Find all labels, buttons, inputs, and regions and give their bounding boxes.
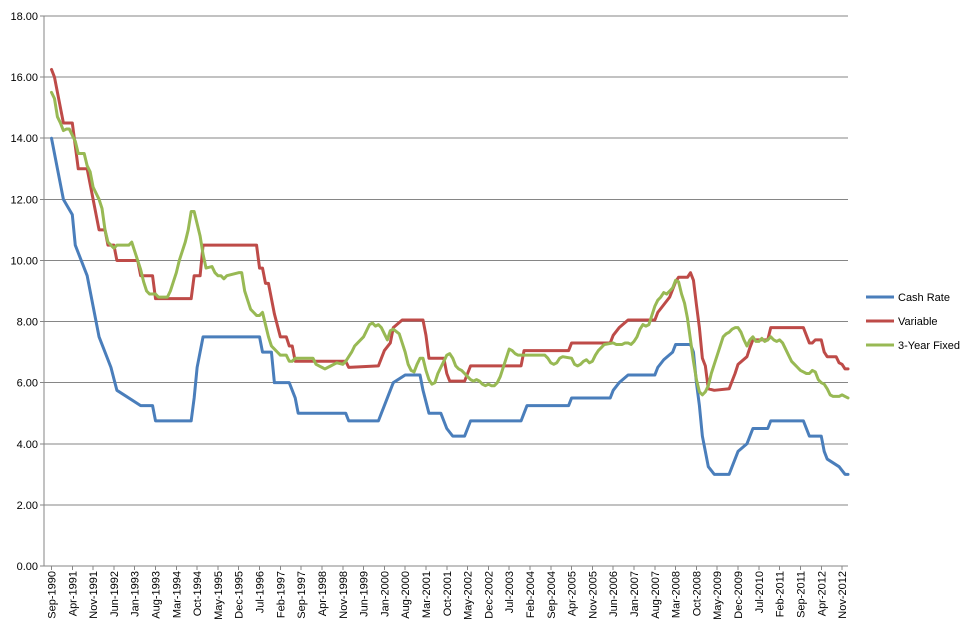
x-tick-label: Aug-2007: [650, 571, 662, 619]
x-tick-label: Nov-1998: [338, 571, 350, 619]
x-tick-label: May-2002: [463, 571, 475, 620]
x-tick-label: Aug-1993: [151, 571, 163, 619]
x-tick-label: Oct-2001: [442, 571, 454, 616]
x-tick-label: Jun-1992: [109, 571, 121, 617]
x-tick-label: Apr-1998: [317, 571, 329, 616]
x-tick-label: Sep-2004: [546, 571, 558, 619]
x-tick-label: Jul-1996: [255, 571, 267, 613]
x-tick-label: Oct-2008: [691, 571, 703, 616]
legend-label-3-year-fixed: 3-Year Fixed: [898, 340, 960, 352]
x-tick-label: Jun-1999: [359, 571, 371, 617]
x-tick-label: Nov-1991: [88, 571, 100, 619]
y-axis: 0.00 2.00 4.00 6.00 8.00 10.00 12.00 14.00 16.00…: [10, 11, 45, 573]
x-axis: Sep-1990 Apr-1991 Nov-1991 Jun-1992 Jan-1993…: [44, 565, 849, 620]
y-tick-label: 0.00: [17, 561, 38, 573]
legend-label-cash-rate: Cash Rate: [898, 292, 950, 304]
x-tick-label: Jun-2006: [608, 571, 620, 617]
x-tick-label: Jan-2007: [629, 571, 641, 617]
x-tick-label: Nov-2012: [837, 571, 849, 619]
x-tick-label: Oct-1994: [192, 571, 204, 616]
y-tick-label: 8.00: [17, 317, 38, 329]
x-tick-label: Mar-1994: [171, 571, 183, 618]
x-tick-label: Mar-2008: [671, 571, 683, 618]
x-tick-label: Mar-2001: [421, 571, 433, 618]
x-tick-label: Dec-2009: [733, 571, 745, 619]
x-tick-label: Apr-2005: [567, 571, 579, 616]
y-tick-label: 10.00: [10, 255, 38, 267]
series-lines: [50, 67, 850, 476]
y-tick-label: 6.00: [17, 378, 38, 390]
x-tick-label: Feb-2004: [525, 571, 537, 618]
x-tick-label: Apr-2012: [816, 571, 828, 616]
y-tick-label: 14.00: [10, 133, 38, 145]
x-tick-label: Aug-2000: [400, 571, 412, 619]
x-tick-label: Dec-2002: [483, 571, 495, 619]
y-tick-label: 18.00: [10, 11, 38, 23]
x-tick-label: Feb-2011: [775, 571, 787, 617]
x-tick-label: Sep-2011: [795, 571, 807, 618]
y-tick-label: 2.00: [17, 500, 38, 512]
legend-label-variable: Variable: [898, 316, 938, 328]
x-tick-label: Sep-1990: [47, 571, 59, 619]
x-tick-label: Jul-2010: [754, 571, 766, 613]
series-line-cash-rate: [50, 136, 850, 476]
y-tick-label: 12.00: [10, 194, 38, 206]
x-tick-label: Jan-1993: [130, 571, 142, 617]
x-tick-label: Dec-1995: [234, 571, 246, 619]
x-tick-label: Feb-1997: [275, 571, 287, 618]
x-tick-label: Nov-2005: [587, 571, 599, 619]
series-line-3-year-fixed: [50, 90, 850, 400]
legend: Cash Rate Variable 3-Year Fixed: [866, 292, 960, 352]
x-tick-label: Apr-1991: [67, 571, 79, 616]
x-tick-label: Jul-2003: [504, 571, 516, 613]
y-tick-label: 16.00: [10, 72, 38, 84]
x-tick-label: Jan-2000: [379, 571, 391, 617]
x-tick-label: Sep-1997: [296, 571, 308, 619]
x-tick-label: May-2009: [712, 571, 724, 620]
x-tick-label: May-1995: [213, 571, 225, 620]
y-tick-label: 4.00: [17, 439, 38, 451]
